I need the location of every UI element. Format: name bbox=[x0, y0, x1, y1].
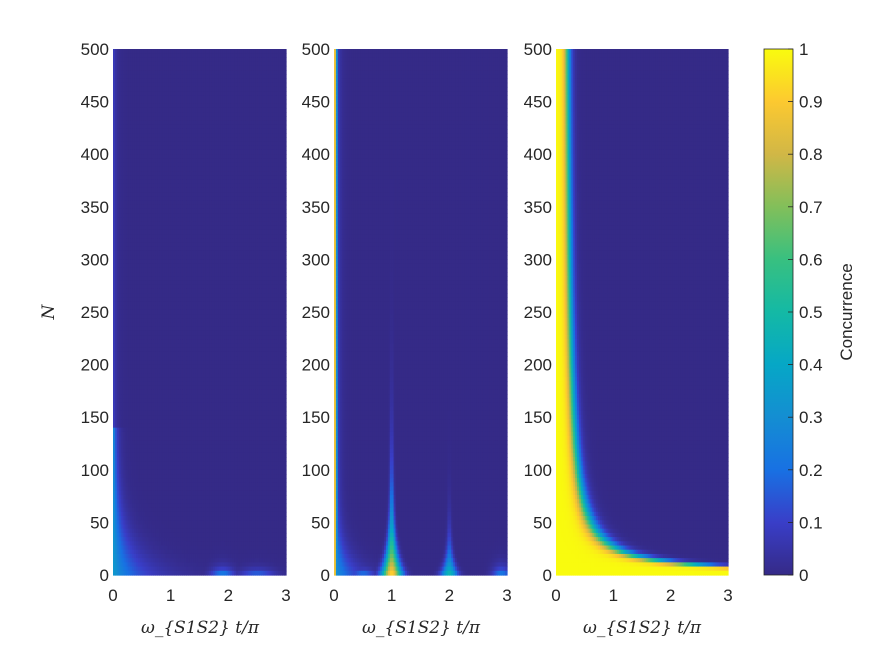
heat-cell bbox=[284, 125, 287, 130]
heat-cell bbox=[284, 217, 287, 222]
heat-cell bbox=[284, 196, 287, 201]
heat-cell bbox=[284, 112, 287, 117]
heat-cell bbox=[284, 171, 287, 176]
heat-cell bbox=[284, 247, 287, 252]
heat-cell bbox=[284, 150, 287, 155]
heat-cell bbox=[284, 276, 287, 281]
heat-cell bbox=[284, 272, 287, 277]
heat-cell bbox=[284, 200, 287, 205]
heat-cell bbox=[284, 70, 287, 75]
heat-cell bbox=[284, 184, 287, 189]
heat-cell bbox=[284, 243, 287, 248]
heat-cell bbox=[284, 100, 287, 105]
heat-cell bbox=[284, 129, 287, 134]
heat-cell bbox=[284, 78, 287, 83]
heat-cell bbox=[284, 91, 287, 96]
heat-cell bbox=[284, 255, 287, 260]
heat-cell bbox=[284, 209, 287, 214]
heat-cell bbox=[284, 188, 287, 193]
heat-cell bbox=[284, 108, 287, 113]
heat-cell bbox=[284, 142, 287, 147]
heat-cell bbox=[284, 238, 287, 243]
heat-cell bbox=[284, 154, 287, 159]
heat-cell bbox=[284, 230, 287, 235]
heat-cell bbox=[284, 146, 287, 151]
heat-cell bbox=[284, 104, 287, 109]
heat-cell bbox=[284, 259, 287, 264]
heat-cell bbox=[284, 205, 287, 210]
heat-cell bbox=[284, 74, 287, 79]
heat-cell bbox=[284, 167, 287, 172]
heat-cell bbox=[284, 83, 287, 88]
heat-cell bbox=[284, 53, 287, 58]
heat-cell bbox=[284, 49, 287, 54]
heat-cell bbox=[284, 158, 287, 163]
heat-cell bbox=[284, 251, 287, 256]
heat-cell bbox=[284, 175, 287, 180]
heat-cell bbox=[284, 137, 287, 142]
heat-cell bbox=[284, 57, 287, 62]
heat-cell bbox=[284, 234, 287, 239]
heat-cell bbox=[284, 192, 287, 197]
heat-cell bbox=[284, 66, 287, 71]
heat-cell bbox=[284, 95, 287, 100]
heat-cell bbox=[284, 264, 287, 269]
heat-cell bbox=[284, 268, 287, 273]
heat-cell bbox=[284, 179, 287, 184]
heat-cell bbox=[284, 226, 287, 231]
heat-cell bbox=[284, 116, 287, 121]
heat-cell bbox=[284, 163, 287, 168]
heat-cell bbox=[284, 213, 287, 218]
heat-cell bbox=[284, 222, 287, 227]
heat-cell bbox=[284, 62, 287, 67]
heat-cell bbox=[284, 133, 287, 138]
heat-cell bbox=[284, 87, 287, 92]
panel-1-heatmap bbox=[113, 49, 287, 576]
heat-cell bbox=[284, 121, 287, 126]
